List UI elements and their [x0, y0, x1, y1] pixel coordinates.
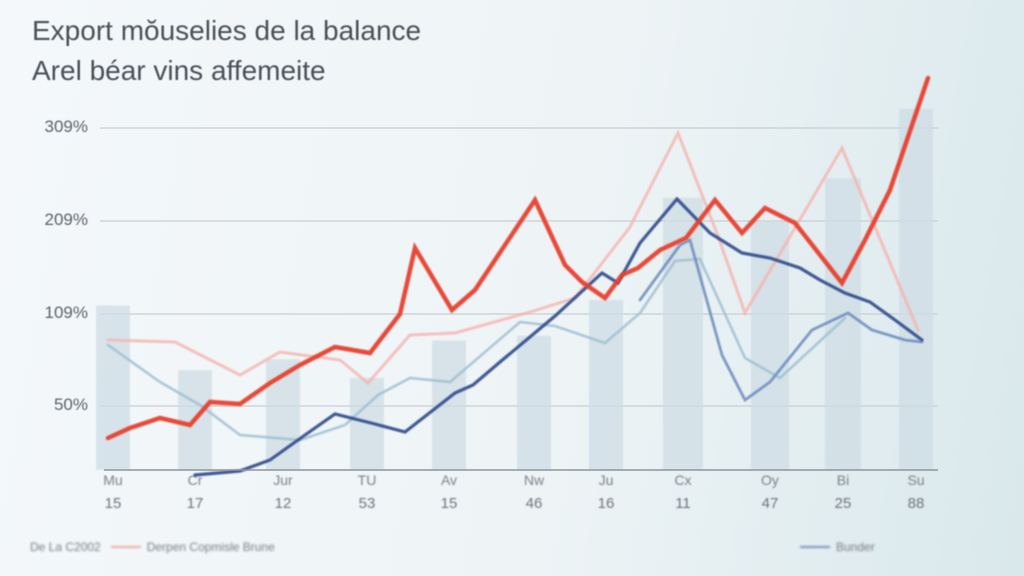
x-tick-label: Jur 12: [273, 472, 293, 512]
line-series-dark-blue: [193, 196, 924, 477]
chart-subtitle: Arel béar vins affemeite: [32, 55, 326, 86]
x-tick-label: Oy 47: [761, 472, 779, 512]
chart-title: Export mŏuselies de la balance: [32, 15, 422, 46]
bar: [825, 178, 861, 470]
y-tick-label: 309%: [44, 117, 88, 136]
bar: [589, 300, 623, 470]
legend-left: De La C2002 Derpen Copmisle Brune: [30, 540, 275, 554]
legend-series-label: Derpen Copmisle Brune: [146, 540, 275, 554]
line-series-mid-blue: [638, 237, 924, 403]
line-series-derpen-copmisle-brune-bold-red: [105, 75, 931, 441]
x-tick-label: Ju 16: [597, 472, 615, 512]
x-tick-label: Av 15: [440, 472, 458, 512]
legend-source-label: De La C2002: [30, 540, 101, 554]
legend-swatch-red: [110, 546, 141, 548]
x-tick-label: Nw 46: [523, 472, 545, 512]
legend-right: Bunder: [800, 540, 875, 554]
legend-swatch-blue: [800, 546, 830, 548]
x-tick-label: Bi 25: [834, 472, 852, 512]
bar: [96, 305, 130, 470]
y-tick-label: 209%: [44, 210, 88, 229]
bar-series: [96, 108, 933, 470]
x-tick-label: TU 53: [357, 472, 377, 512]
line-series: [105, 75, 931, 477]
x-tick-label: Cx 11: [674, 472, 692, 512]
line-series-light-red: [106, 129, 920, 386]
legend-right-label: Bunder: [836, 540, 875, 554]
x-tick-label: Su 88: [907, 472, 925, 512]
bar: [899, 108, 933, 470]
line-series-light-blue: [106, 257, 847, 442]
y-tick-label: 109%: [44, 303, 88, 322]
y-tick-label: 50%: [53, 395, 88, 414]
x-tick-label: Mu 15: [103, 472, 123, 512]
bar: [517, 335, 551, 470]
